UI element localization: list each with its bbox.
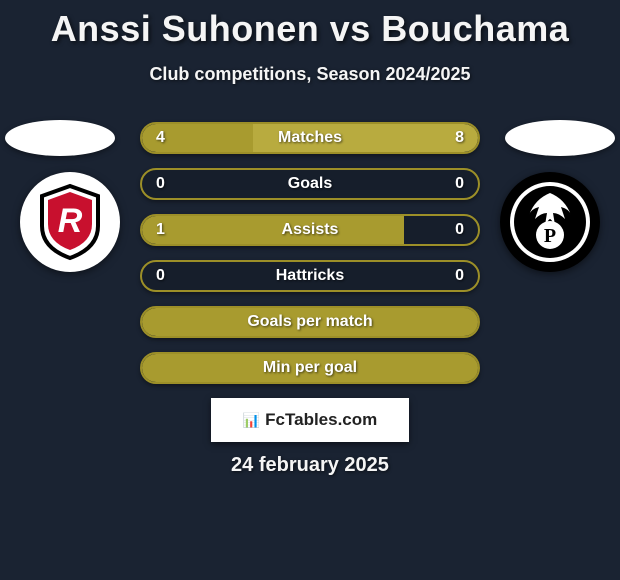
club-logo-left-icon: R bbox=[34, 182, 106, 262]
banner-text: FcTables.com bbox=[265, 410, 377, 430]
date-label: 24 february 2025 bbox=[0, 454, 620, 477]
stat-row: Goals 0 0 bbox=[140, 168, 480, 200]
stats-container: Matches48Goals00Assists10Hattricks00Goal… bbox=[140, 122, 480, 384]
stat-label: Hattricks bbox=[276, 267, 344, 285]
stat-row: Hattricks 0 0 bbox=[140, 260, 480, 292]
club-logo-right-icon: P bbox=[507, 179, 593, 265]
stat-value-left: 1 bbox=[156, 221, 165, 239]
chart-icon: 📊 bbox=[243, 412, 259, 429]
stat-label: Matches bbox=[278, 129, 342, 147]
stat-label: Min per goal bbox=[263, 359, 357, 377]
club-badge-left: R bbox=[20, 172, 120, 272]
stat-fill-left bbox=[142, 216, 404, 244]
stat-value-right: 0 bbox=[455, 221, 464, 239]
stat-label: Goals per match bbox=[247, 313, 372, 331]
stat-label: Goals bbox=[288, 175, 332, 193]
stat-row: Matches 4 8 bbox=[140, 122, 480, 154]
page-subtitle: Club competitions, Season 2024/2025 bbox=[0, 64, 620, 85]
stat-label: Assists bbox=[282, 221, 339, 239]
stat-value-left: 0 bbox=[156, 175, 165, 193]
country-flag-right bbox=[505, 120, 615, 156]
stat-value-left: 0 bbox=[156, 267, 165, 285]
svg-text:R: R bbox=[58, 202, 83, 240]
stat-value-right: 0 bbox=[455, 175, 464, 193]
stat-row: Min per goal bbox=[140, 352, 480, 384]
stat-row: Assists 1 0 bbox=[140, 214, 480, 246]
stat-value-left: 4 bbox=[156, 129, 165, 147]
svg-text:P: P bbox=[544, 225, 556, 247]
source-banner: 📊 FcTables.com bbox=[211, 398, 409, 442]
stat-value-right: 0 bbox=[455, 267, 464, 285]
country-flag-left bbox=[5, 120, 115, 156]
stat-row: Goals per match bbox=[140, 306, 480, 338]
club-badge-right: P bbox=[500, 172, 600, 272]
page-title: Anssi Suhonen vs Bouchama bbox=[0, 0, 620, 50]
stat-value-right: 8 bbox=[455, 129, 464, 147]
